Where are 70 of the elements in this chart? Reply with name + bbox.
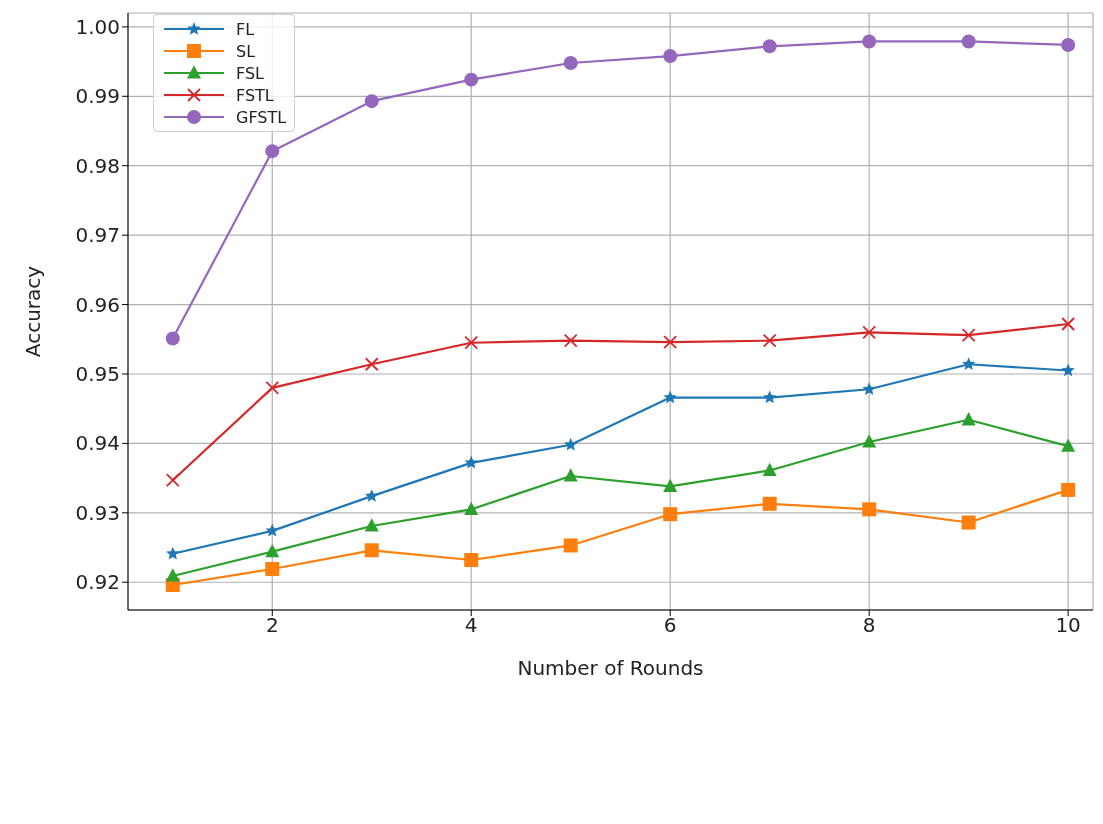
point <box>563 468 578 482</box>
point <box>663 49 678 64</box>
y-tick-label: 0.97 <box>75 223 120 248</box>
point <box>563 333 578 348</box>
point <box>464 72 479 87</box>
point <box>961 357 976 370</box>
point <box>165 568 180 582</box>
point <box>166 546 180 560</box>
point <box>862 502 877 517</box>
point <box>265 380 280 395</box>
point <box>1061 317 1076 331</box>
point <box>862 325 877 340</box>
point <box>961 412 976 426</box>
point <box>464 335 479 350</box>
point <box>961 515 976 530</box>
y-tick-label: 0.98 <box>75 153 120 178</box>
point <box>862 382 876 395</box>
point <box>663 335 678 349</box>
point <box>1061 438 1076 452</box>
point <box>663 507 678 522</box>
y-tick-label: 0.96 <box>75 292 120 317</box>
point <box>563 55 578 70</box>
y-tick-label: 1.00 <box>75 14 120 39</box>
legend-label: FL <box>236 19 255 39</box>
y-tick-label: 0.99 <box>75 84 120 109</box>
point <box>564 437 578 451</box>
point <box>464 553 479 568</box>
point <box>165 473 180 488</box>
y-tick-label: 0.94 <box>75 431 120 456</box>
x-tick-label: 2 <box>265 613 279 638</box>
point <box>961 34 976 49</box>
point <box>265 543 280 558</box>
point <box>365 489 379 502</box>
legend-label: SL <box>236 41 256 61</box>
point <box>464 501 479 515</box>
point <box>763 390 777 404</box>
point <box>364 518 379 532</box>
y-tick-label: 0.92 <box>75 570 120 595</box>
point <box>762 462 777 477</box>
legend-label: FSTL <box>236 85 274 105</box>
point <box>1061 37 1076 52</box>
point <box>961 328 976 342</box>
x-axis-title: Number of Rounds <box>517 656 704 680</box>
point <box>1061 363 1075 377</box>
x-tick-label: 8 <box>862 613 876 638</box>
point <box>1061 482 1076 497</box>
point <box>663 390 677 404</box>
point <box>663 478 678 493</box>
x-tick-label: 10 <box>1055 613 1081 638</box>
point <box>464 455 478 469</box>
legend-label: GFSTL <box>236 107 287 127</box>
point <box>265 144 280 159</box>
point <box>265 523 279 537</box>
point <box>862 434 877 448</box>
point <box>862 34 877 49</box>
point <box>364 543 379 558</box>
y-tick-label: 0.95 <box>75 362 120 387</box>
point <box>364 94 379 109</box>
x-tick-label: 6 <box>663 613 677 638</box>
point <box>762 496 777 511</box>
point <box>265 562 280 577</box>
y-tick-label: 0.93 <box>75 500 120 525</box>
point <box>165 331 180 346</box>
point <box>762 333 777 348</box>
x-tick-label: 4 <box>464 613 478 638</box>
point <box>364 357 379 372</box>
point <box>563 538 578 553</box>
legend-label: FSL <box>236 63 264 83</box>
y-axis-title: Accuracy <box>21 265 46 358</box>
point <box>762 39 777 54</box>
